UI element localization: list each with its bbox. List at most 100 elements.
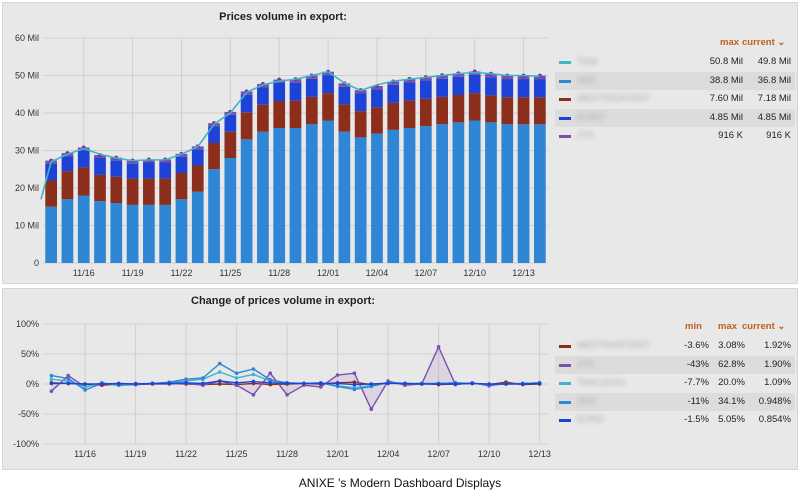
bar-segment-sek [61,199,74,263]
bar-segment-meetingpoint [305,96,318,125]
series-point [49,389,54,393]
series-point [234,376,239,380]
bar-segment-sek [338,131,351,263]
legend-swatch [559,135,571,138]
legend-row[interactable]: Total prices -7.7% 20.0% 1.09% [555,374,795,392]
bar-segment-euro [45,163,58,181]
series-point [268,371,273,375]
legend-header-current[interactable]: current ⌄ [742,321,786,332]
bar-segment-sek [305,124,318,263]
bar-segment-euro [371,89,383,108]
legend-current: 0.854% [758,414,791,425]
x-tick-label: 11/28 [268,268,290,278]
bar-segment-sek [289,128,302,263]
change-volume-chart: 11/16 11/19 11/22 11/25 11/28 12/01 12/04 12/07… [13,319,551,459]
bar-segment-meetingpoint [452,95,465,123]
bar-segment-euro [143,162,155,179]
legend-row[interactable]: Total 50.8 Mil 49.8 Mil [555,53,795,71]
legend-series-name: JTS [577,358,594,370]
y-tick-label: 0 [34,258,39,268]
bar-segment-euro [175,156,188,173]
series-line-jts [50,345,540,411]
bar-segment-sek [77,195,90,263]
x-tick-label: 12/07 [415,268,438,278]
bar-segment-sek [45,206,58,263]
series-point [403,381,407,386]
legend-row[interactable]: EURO 4.85 Mil 4.85 Mil [555,108,795,127]
bar-segment-euro [354,93,367,112]
legend-series-name: MEETINGPOINT [577,93,650,104]
legend-row[interactable]: JTS 916 K 916 K [555,127,795,145]
bar-segment-sek [468,120,481,263]
y-tick-label: 0% [26,379,39,389]
legend-row[interactable]: SEK 38.8 Mil 36.8 Mil [555,71,795,90]
y-tick-label: -50% [18,409,39,419]
bar-segment-euro [159,162,172,179]
bar-segment-meetingpoint [224,131,237,158]
legend-max: 50.8 Mil [709,56,743,67]
legend-max: 62.8% [718,358,745,370]
y-tick-label: 50 Mil [15,71,39,81]
bar-segment-euro [94,158,106,175]
series-point [49,373,54,378]
bar-segment-sek [533,124,546,263]
total-line [40,70,540,200]
series-point [369,407,374,411]
bar-segment-meetingpoint [208,143,220,170]
series-point [369,382,374,386]
series-point [352,382,357,387]
series-point [487,382,491,386]
series-point [537,381,542,386]
series-point [66,373,71,378]
bar-segment-sek [485,122,497,263]
series-point [251,367,256,371]
bar-segment-meetingpoint [94,174,106,202]
bar-segment-meetingpoint [175,173,188,200]
bar-segment-meetingpoint [403,100,416,128]
legend-series-name: EURO [577,111,605,123]
bar-segment-meetingpoint [143,178,155,205]
x-tick-label: 11/19 [125,449,147,459]
export-volume-panel: Prices volume in export: 0 10 Mil 20 Mil 30… [2,2,798,284]
bar-segment-sek [143,204,155,263]
bar-segment-sek [191,191,204,263]
legend-max: 7.60 Mil [709,93,743,104]
series-point [49,377,54,381]
series-point [251,372,256,377]
change-volume-legend: min max current ⌄ MEETINGPOINT -3.6% 3.08% 1.9… [555,321,795,431]
legend-series-name: SEK [577,74,597,86]
x-tick-label: 11/25 [226,449,248,459]
series-point [335,373,340,377]
series-point [49,381,54,386]
bar-segment-meetingpoint [289,100,302,128]
legend-row[interactable]: MEETINGPOINT -3.6% 3.08% 1.92% [555,337,795,355]
legend-header-current[interactable]: current ⌄ [742,37,786,48]
bar-segment-sek [354,137,367,263]
series-point [217,370,222,374]
x-tick-label: 12/10 [463,268,486,278]
series-point [150,381,155,386]
bar-segment-meetingpoint [257,104,269,132]
bar-segment-euro [501,79,514,98]
bar-segment-euro [289,82,302,101]
change-volume-title: Change of prices volume in export: [191,295,375,307]
legend-series-name: Total prices [577,377,626,388]
x-tick-label: 11/16 [74,449,96,459]
y-tick-label: 10 Mil [15,221,39,231]
legend-current: 36.8 Mil [757,74,791,86]
legend-header-max: max [718,321,738,332]
x-tick-label: 11/22 [171,268,193,278]
legend-row[interactable]: JTS -43% 62.8% 1.90% [555,355,795,374]
series-point [436,382,441,386]
legend-row[interactable]: SEK -11% 34.1% 0.948% [555,392,795,411]
bar-segment-sek [501,124,514,263]
bar-segment-euro [273,83,286,101]
legend-row[interactable]: MEETINGPOINT 7.60 Mil 7.18 Mil [555,90,795,108]
bar-segment-meetingpoint [354,111,367,138]
series-point [268,381,273,385]
series-point [251,393,256,397]
legend-row[interactable]: EURO -1.5% 5.05% 0.854% [555,411,795,429]
bar-segment-meetingpoint [517,97,530,125]
legend-series-name: JTS [577,130,594,141]
bar-segment-sek [419,126,432,263]
